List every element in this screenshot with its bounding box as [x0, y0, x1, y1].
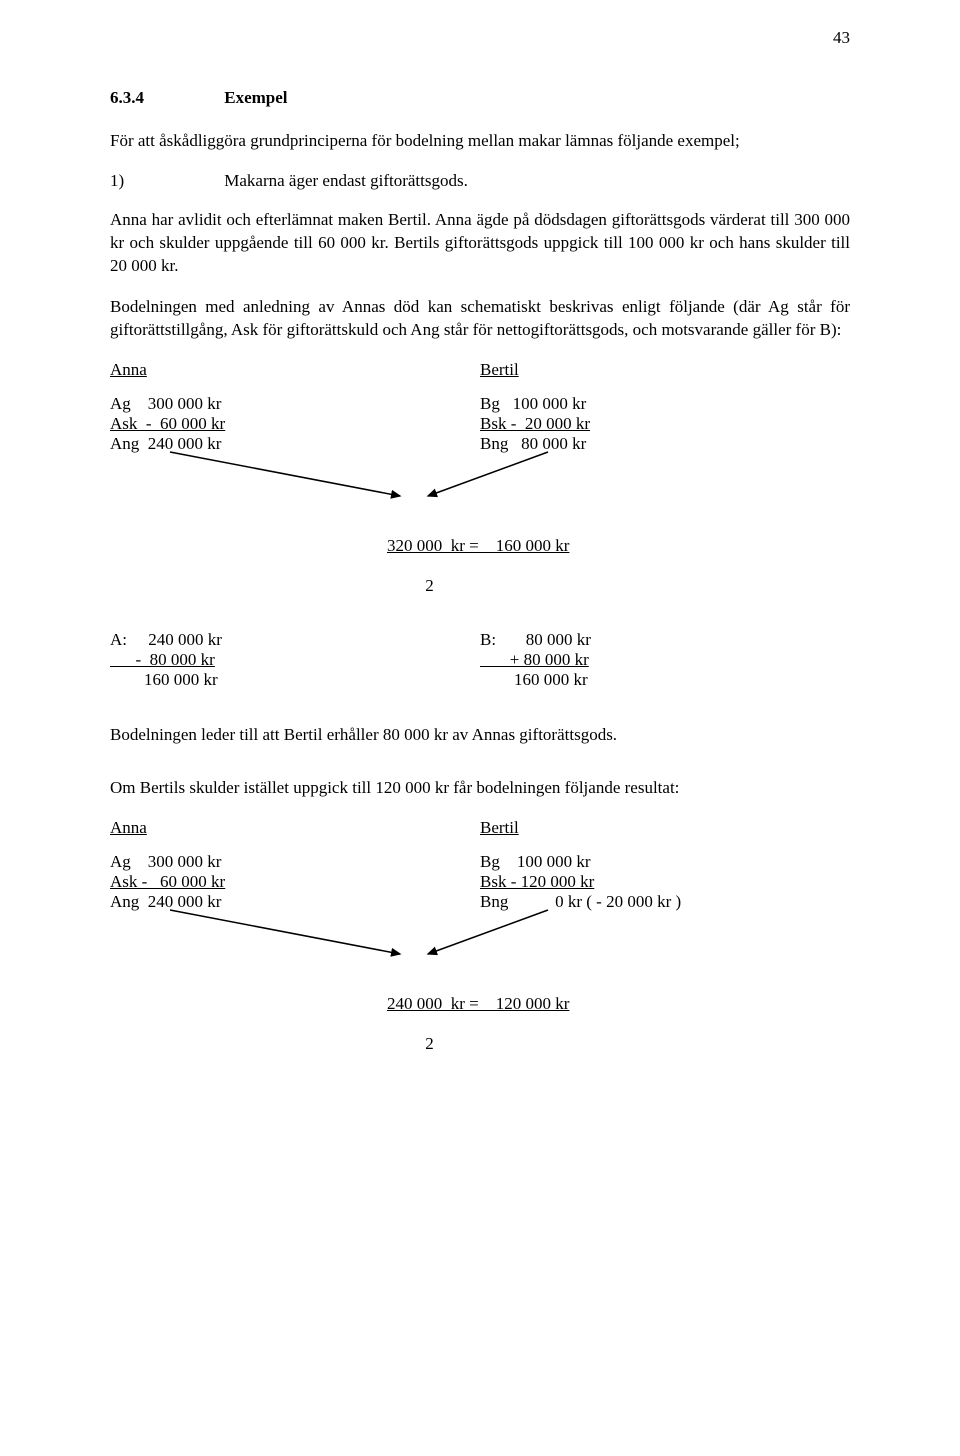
heading-title: Exempel	[224, 88, 287, 107]
result-a-right: B: 80 000 kr + 80 000 kr 160 000 kr	[480, 630, 850, 690]
res-a-l1: A: 240 000 kr	[110, 630, 480, 650]
case-1-label: Makarna äger endast giftorättsgods.	[224, 171, 468, 190]
mid-b-top: 240 000 kr = 120 000 kr	[387, 994, 569, 1013]
arrows-b	[110, 906, 850, 966]
anna-col-b: Anna Ag 300 000 kr Ask - 60 000 kr Ang 2…	[110, 818, 480, 912]
res-a-r1: B: 80 000 kr	[480, 630, 850, 650]
conclusion-1: Bodelningen leder till att Bertil erhåll…	[110, 724, 850, 747]
heading-number: 6.3.4	[110, 88, 220, 108]
mid-a-bot: 2	[387, 576, 434, 595]
anna-ask-b: Ask - 60 000 kr	[110, 872, 480, 892]
mid-b: 240 000 kr = 120 000 kr 2	[370, 974, 850, 1074]
arrows-a	[110, 448, 850, 508]
para-1: Anna har avlidit och efterlämnat maken B…	[110, 209, 850, 278]
calc-a-columns: Anna Ag 300 000 kr Ask - 60 000 kr Ang 2…	[110, 360, 850, 454]
mid-b-bot: 2	[387, 1034, 434, 1053]
bertil-header-b: Bertil	[480, 818, 850, 838]
anna-ag-a: Ag 300 000 kr	[110, 394, 480, 414]
anna-ag-b: Ag 300 000 kr	[110, 852, 480, 872]
anna-ask-a: Ask - 60 000 kr	[110, 414, 480, 434]
calc-b-columns: Anna Ag 300 000 kr Ask - 60 000 kr Ang 2…	[110, 818, 850, 912]
res-a-r3: 160 000 kr	[480, 670, 850, 690]
para-2: Bodelningen med anledning av Annas död k…	[110, 296, 850, 342]
anna-col-a: Anna Ag 300 000 kr Ask - 60 000 kr Ang 2…	[110, 360, 480, 454]
case-1-number: 1)	[110, 171, 220, 191]
bertil-col-b: Bertil Bg 100 000 kr Bsk - 120 000 kr Bn…	[480, 818, 850, 912]
bertil-col-a: Bertil Bg 100 000 kr Bsk - 20 000 kr Bng…	[480, 360, 850, 454]
anna-header-b: Anna	[110, 818, 480, 838]
bertil-bsk-a: Bsk - 20 000 kr	[480, 414, 850, 434]
result-a-columns: A: 240 000 kr - 80 000 kr 160 000 kr B: …	[110, 630, 850, 690]
res-a-l3: 160 000 kr	[110, 670, 480, 690]
result-a-left: A: 240 000 kr - 80 000 kr 160 000 kr	[110, 630, 480, 690]
mid-a-top: 320 000 kr = 160 000 kr	[387, 536, 569, 555]
bertil-bg-a: Bg 100 000 kr	[480, 394, 850, 414]
anna-header: Anna	[110, 360, 480, 380]
res-a-l2: - 80 000 kr	[110, 650, 480, 670]
mid-a: 320 000 kr = 160 000 kr 2	[370, 516, 850, 616]
bertil-header: Bertil	[480, 360, 850, 380]
intro-paragraph: För att åskådliggöra grundprinciperna fö…	[110, 130, 850, 153]
section-heading: 6.3.4 Exempel	[110, 88, 850, 108]
page-number: 43	[833, 28, 850, 48]
bertil-bsk-b: Bsk - 120 000 kr	[480, 872, 850, 892]
conclusion-2: Om Bertils skulder istället uppgick till…	[110, 777, 850, 800]
case-1-row: 1) Makarna äger endast giftorättsgods.	[110, 171, 850, 191]
res-a-r2: + 80 000 kr	[480, 650, 850, 670]
bertil-bg-b: Bg 100 000 kr	[480, 852, 850, 872]
